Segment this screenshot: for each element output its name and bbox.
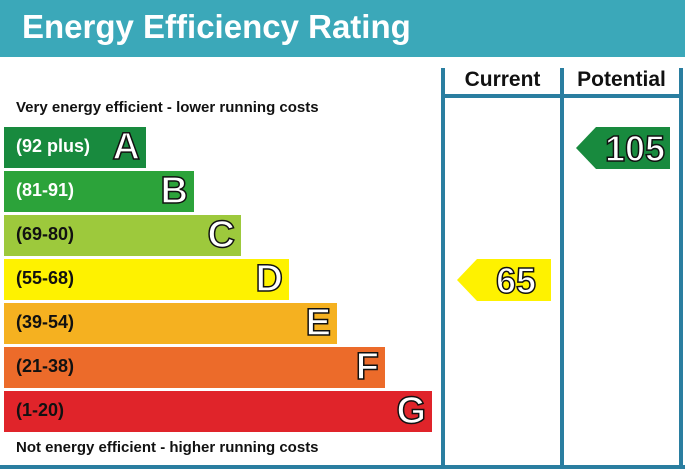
band-e: (39-54) E xyxy=(4,301,337,345)
top-note: Very energy efficient - lower running co… xyxy=(16,99,319,116)
band-range-label: (55-68) xyxy=(16,268,75,288)
rating-arrow-shape xyxy=(457,259,551,301)
band-range-label: (1-20) xyxy=(16,400,65,420)
band-range-label: (21-38) xyxy=(16,356,75,376)
rating-value: 105 xyxy=(605,128,665,169)
band-letter-label: C xyxy=(207,213,236,257)
band-f: (21-38) F xyxy=(4,345,385,389)
band-range-label: (69-80) xyxy=(16,224,75,244)
band-range-label: (92 plus) xyxy=(16,136,91,156)
band-range-label: (39-54) xyxy=(16,312,75,332)
current-rating-arrow: 65 xyxy=(457,259,551,302)
current-column-header: Current xyxy=(464,68,541,91)
potential-column-header: Potential xyxy=(577,68,666,91)
rating-arrow-shape xyxy=(576,127,670,169)
band-letter-label: D xyxy=(255,257,284,301)
header-bar: Energy Efficiency Rating xyxy=(0,0,685,57)
band-letter-label: E xyxy=(305,301,332,345)
band-letter-label: B xyxy=(160,169,189,213)
band-c: (69-80) C xyxy=(4,213,241,257)
header-underline xyxy=(441,94,683,98)
band-d: (55-68) D xyxy=(4,257,289,301)
band-letter-label: A xyxy=(112,125,141,169)
band-letter-label: F xyxy=(355,345,380,389)
rating-value: 65 xyxy=(496,260,536,301)
divider-right xyxy=(679,68,683,468)
bottom-border xyxy=(0,465,685,469)
divider-middle xyxy=(560,68,564,468)
band-a: (92 plus) A xyxy=(4,125,146,169)
potential-rating-arrow: 105 xyxy=(576,127,670,170)
divider-left xyxy=(441,68,445,468)
band-letter-label: G xyxy=(396,389,427,433)
bottom-note: Not energy efficient - higher running co… xyxy=(16,439,319,456)
band-g: (1-20) G xyxy=(4,389,432,433)
page-title: Energy Efficiency Rating xyxy=(22,8,411,45)
band-b: (81-91) B xyxy=(4,169,194,213)
band-range-label: (81-91) xyxy=(16,180,75,200)
